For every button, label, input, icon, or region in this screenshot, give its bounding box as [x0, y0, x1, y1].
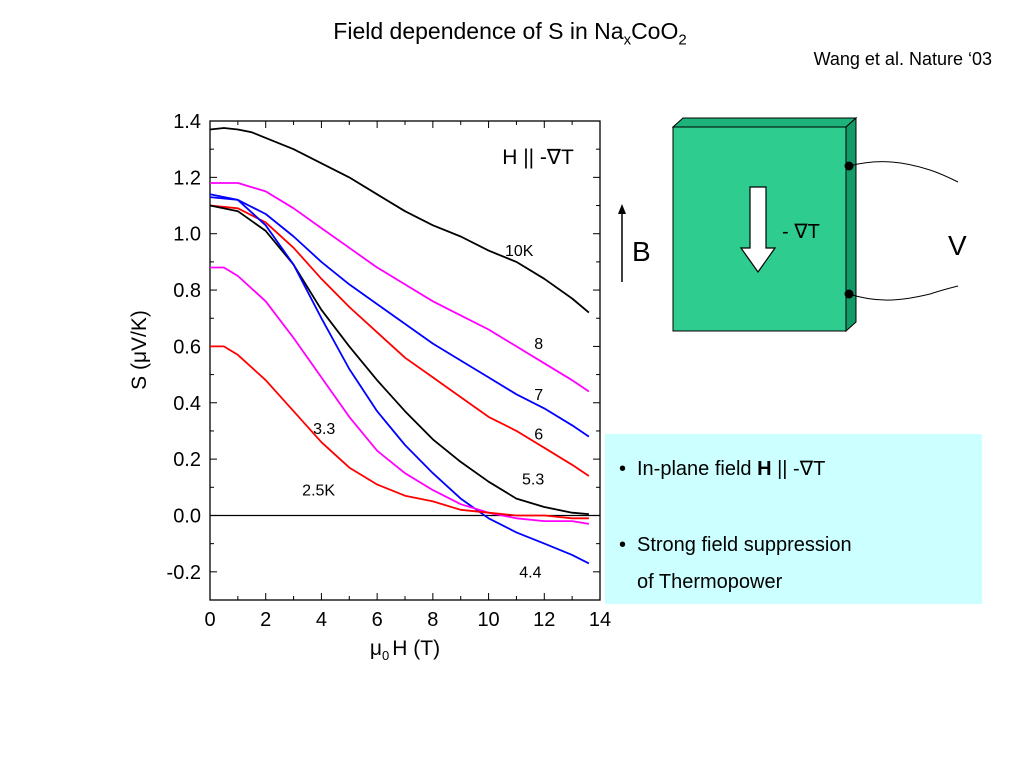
- labels-layer: 10K 8 7 6 5.3 4.4 3.3 2.5K: [302, 243, 544, 581]
- sample-diagram: - ∇T B V: [618, 116, 967, 333]
- series-line-3.3: [210, 266, 590, 525]
- title-sub-2: 2: [678, 31, 687, 49]
- series-label-2.5K: 2.5K: [302, 483, 335, 500]
- series-label-8: 8: [534, 336, 543, 353]
- lead-wire-bottom: [848, 285, 959, 301]
- x-tick-label: 8: [427, 609, 438, 631]
- series-line-2.5K: [210, 345, 589, 520]
- note-bullet: •: [619, 534, 627, 556]
- series-line-8: [210, 182, 590, 393]
- y-tick-label: -0.2: [167, 562, 201, 584]
- series-line-6: [209, 204, 590, 477]
- inset-text: H || -∇T: [502, 146, 574, 169]
- y-tick-label: 0.2: [173, 449, 201, 471]
- page-title: Field dependence of S in NaxCoO2: [200, 18, 820, 49]
- voltage-label: V: [948, 230, 967, 261]
- x-tick-label: 2: [260, 609, 271, 631]
- y-tick-label: 0.0: [173, 505, 201, 527]
- series-line-5.3: [209, 204, 589, 515]
- series-label-10K: 10K: [505, 243, 534, 260]
- title-mid: CoO: [631, 18, 679, 44]
- x-tick-label: 10: [477, 609, 499, 631]
- y-tick-label: 1.2: [173, 167, 201, 189]
- note-rest: || -∇T: [771, 458, 826, 480]
- series-label-7: 7: [534, 387, 543, 404]
- series-line-7: [209, 196, 590, 438]
- note-field-suppression: • Strong field suppression: [619, 534, 852, 557]
- y-tick-label: 1.0: [173, 224, 201, 246]
- notes-box: • In-plane field H || -∇T • Strong field s…: [605, 434, 982, 604]
- gradient-label: - ∇T: [782, 221, 820, 243]
- note-text: Strong field suppression: [637, 534, 852, 556]
- y-tick-label: 0.6: [173, 336, 201, 358]
- x-axis-label-sub: 0: [382, 648, 389, 663]
- note-text: In-plane field: [637, 458, 758, 480]
- citation: Wang et al. Nature ‘03: [813, 49, 992, 69]
- series-layer: [209, 127, 590, 565]
- y-axis-label: S (μV/K): [128, 310, 151, 390]
- field-arrow-head: [618, 204, 626, 214]
- series-label-6: 6: [534, 426, 543, 443]
- y-tick-label: 0.4: [173, 393, 201, 415]
- y-tick-label: 1.4: [173, 111, 201, 133]
- y-tick-label: 0.8: [173, 280, 201, 302]
- x-axis-label-mu: μ: [370, 637, 382, 660]
- note-in-plane-field: • In-plane field H || -∇T: [619, 456, 825, 481]
- series-line-10K: [209, 127, 590, 314]
- x-tick-label: 4: [316, 609, 327, 631]
- note-bold-h: H: [757, 458, 772, 480]
- title-sub-x: x: [623, 31, 632, 49]
- x-tick-label: 12: [533, 609, 555, 631]
- series-line-4.4: [209, 193, 590, 565]
- crystal-top-face: [671, 117, 858, 128]
- series-label-4.4: 4.4: [519, 564, 541, 581]
- series-label-3.3: 3.3: [313, 421, 335, 438]
- gradient-arrow: [739, 186, 777, 274]
- axis-ticks: 0 2 4 6 8 10 12 14 -0.2 0.0 0.2 0.4 0.6 0.8 1.0 1.2 1.4: [167, 111, 612, 631]
- x-tick-label: 14: [589, 609, 611, 631]
- note-field-suppression-continuation: of Thermopower: [637, 571, 783, 593]
- x-tick-label: 6: [372, 609, 383, 631]
- crystal-side-face: [845, 116, 857, 333]
- lead-wire-top: [848, 161, 959, 183]
- note-bullet: •: [619, 458, 627, 480]
- title-main: Field dependence of S in Na: [333, 18, 624, 44]
- series-label-5.3: 5.3: [522, 471, 544, 488]
- field-label: B: [632, 236, 651, 267]
- x-axis-label: μ0 H (T): [370, 637, 440, 663]
- x-axis-label-rest: H (T): [392, 637, 440, 660]
- x-tick-label: 0: [204, 609, 215, 631]
